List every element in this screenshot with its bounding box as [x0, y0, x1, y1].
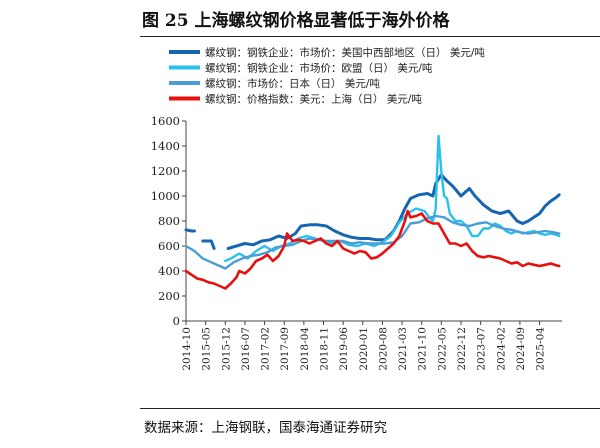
x-tick-label: 2023-07	[476, 327, 488, 371]
y-tick-label: 200	[158, 289, 180, 303]
x-tick-label: 2024-09	[515, 327, 527, 371]
source-note: 数据来源：上海钢联，国泰海通证券研究	[144, 420, 387, 436]
source-divider	[140, 408, 600, 409]
x-tick-label: 2019-06	[338, 327, 350, 371]
chart-series-layer	[184, 134, 561, 290]
chart-legend: 螺纹钢：钢铁企业：市场价：美国中西部地区（日） 美元/吨螺纹钢：钢铁企业：市场价…	[169, 46, 485, 106]
x-tick-label: 2015-12	[220, 327, 232, 371]
x-tick-label: 2020-01	[358, 327, 370, 371]
y-tick-label: 0	[173, 314, 180, 328]
x-tick-label: 2018-04	[299, 327, 311, 371]
y-tick-label: 1200	[151, 164, 180, 178]
y-tick-label: 1600	[151, 114, 180, 128]
x-tick-label: 2018-11	[318, 327, 330, 371]
y-tick-label: 400	[158, 264, 180, 278]
series-line-shanghai	[184, 209, 561, 290]
figure-title: 图 25 上海螺纹钢价格显著低于海外价格	[142, 11, 450, 31]
x-tick-label: 2024-02	[495, 327, 507, 371]
x-tick-label: 2021-03	[397, 327, 409, 371]
x-tick-label: 2017-09	[279, 327, 291, 371]
x-tick-label: 2025-04	[535, 327, 547, 371]
x-tick-label: 2020-08	[377, 327, 389, 371]
x-tick-label: 2022-12	[456, 327, 468, 371]
x-tick-label: 2014-10	[181, 327, 193, 371]
y-tick-label: 600	[158, 239, 180, 253]
x-tick-label: 2021-10	[417, 327, 429, 371]
legend-label-japan: 螺纹钢：市场价：日本（日） 美元/吨	[205, 77, 380, 90]
y-tick-label: 1000	[151, 189, 180, 203]
title-divider	[140, 36, 600, 37]
x-tick-label: 2016-07	[240, 327, 252, 371]
series-line-us-midwest	[184, 173, 561, 250]
series-line-japan	[184, 214, 561, 270]
y-tick-label: 800	[158, 214, 180, 228]
legend-label-shanghai: 螺纹钢：价格指数：美元：上海（日） 美元/吨	[205, 93, 422, 106]
x-tick-label: 2022-05	[436, 327, 448, 371]
x-tick-label: 2015-05	[201, 327, 213, 371]
chart-axes: 0 200 400 600 800 1000 1200 1400 1600 2014-10 2015…	[151, 114, 562, 371]
x-tick-label: 2017-02	[260, 327, 272, 371]
legend-label-eu: 螺纹钢：钢铁企业：市场价：欧盟（日） 美元/吨	[205, 62, 433, 75]
y-tick-label: 1400	[151, 139, 180, 153]
legend-label-us-midwest: 螺纹钢：钢铁企业：市场价：美国中西部地区（日） 美元/吨	[205, 46, 485, 59]
